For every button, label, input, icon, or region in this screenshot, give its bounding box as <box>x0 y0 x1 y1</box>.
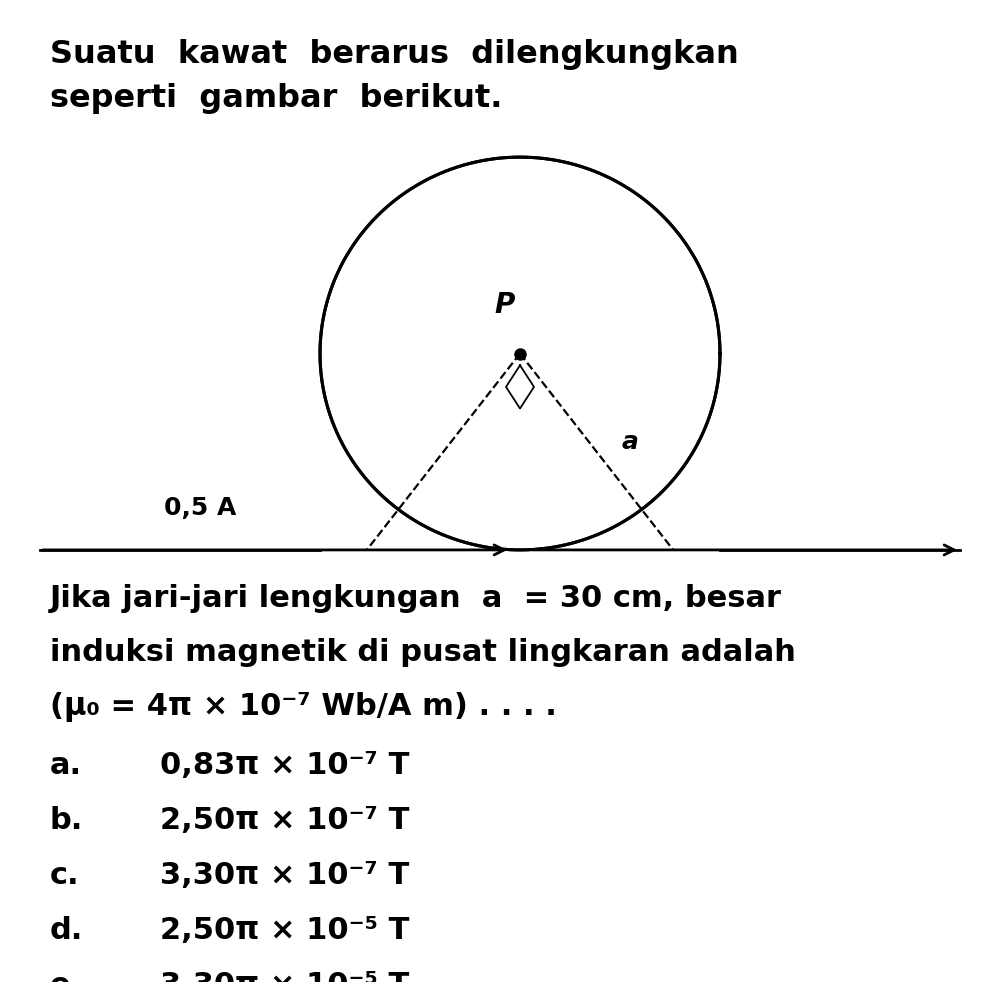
Text: seperti  gambar  berikut.: seperti gambar berikut. <box>50 83 502 115</box>
Text: Suatu  kawat  berarus  dilengkungkan: Suatu kawat berarus dilengkungkan <box>50 39 739 71</box>
Text: (μ₀ = 4π × 10⁻⁷ Wb/A m) . . . .: (μ₀ = 4π × 10⁻⁷ Wb/A m) . . . . <box>50 692 557 723</box>
Text: Jika jari-jari lengkungan  a  = 30 cm, besar: Jika jari-jari lengkungan a = 30 cm, bes… <box>50 584 782 614</box>
Text: 0,5 A: 0,5 A <box>164 497 236 520</box>
Text: d.: d. <box>50 916 83 946</box>
Text: 2,50π × 10⁻⁷ T: 2,50π × 10⁻⁷ T <box>160 806 409 836</box>
Text: 3,30π × 10⁻⁵ T: 3,30π × 10⁻⁵ T <box>160 971 409 982</box>
Text: a.: a. <box>50 751 82 781</box>
Text: induksi magnetik di pusat lingkaran adalah: induksi magnetik di pusat lingkaran adal… <box>50 638 796 668</box>
Text: P: P <box>495 291 515 319</box>
Text: 3,30π × 10⁻⁷ T: 3,30π × 10⁻⁷ T <box>160 861 409 891</box>
Text: a: a <box>622 430 638 454</box>
Text: 2,50π × 10⁻⁵ T: 2,50π × 10⁻⁵ T <box>160 916 409 946</box>
Text: c.: c. <box>50 861 80 891</box>
Text: 0,83π × 10⁻⁷ T: 0,83π × 10⁻⁷ T <box>160 751 409 781</box>
Text: e.: e. <box>50 971 82 982</box>
Text: b.: b. <box>50 806 83 836</box>
